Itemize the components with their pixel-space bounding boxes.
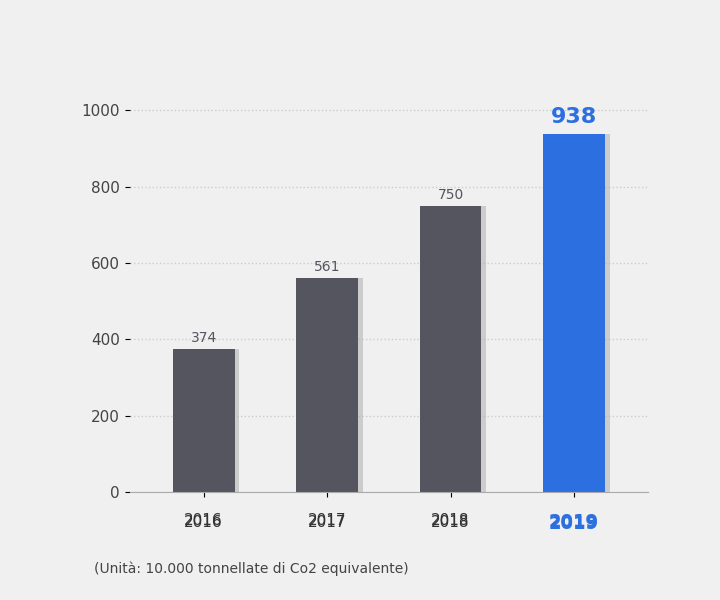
Text: 2016: 2016 bbox=[184, 515, 223, 530]
Bar bbox=[420, 206, 482, 492]
Text: 2018: 2018 bbox=[431, 513, 469, 528]
Text: 2019: 2019 bbox=[549, 513, 599, 531]
Bar bbox=[301, 278, 363, 492]
Text: (Unità: 10.000 tonnellate di Co2 equivalente): (Unità: 10.000 tonnellate di Co2 equival… bbox=[94, 562, 408, 576]
Text: 750: 750 bbox=[437, 188, 464, 202]
Text: 2018: 2018 bbox=[431, 515, 469, 530]
Text: 2016: 2016 bbox=[184, 513, 223, 528]
Text: 561: 561 bbox=[314, 260, 341, 274]
Bar bbox=[425, 206, 486, 492]
Bar bbox=[178, 349, 240, 492]
Bar bbox=[173, 349, 235, 492]
Text: 2019: 2019 bbox=[549, 515, 599, 533]
Bar bbox=[548, 134, 610, 492]
Text: 938: 938 bbox=[551, 107, 597, 127]
Text: 374: 374 bbox=[191, 331, 217, 346]
Text: 2017: 2017 bbox=[308, 513, 346, 528]
Text: 2017: 2017 bbox=[308, 515, 346, 530]
Bar bbox=[543, 134, 605, 492]
Bar bbox=[296, 278, 358, 492]
